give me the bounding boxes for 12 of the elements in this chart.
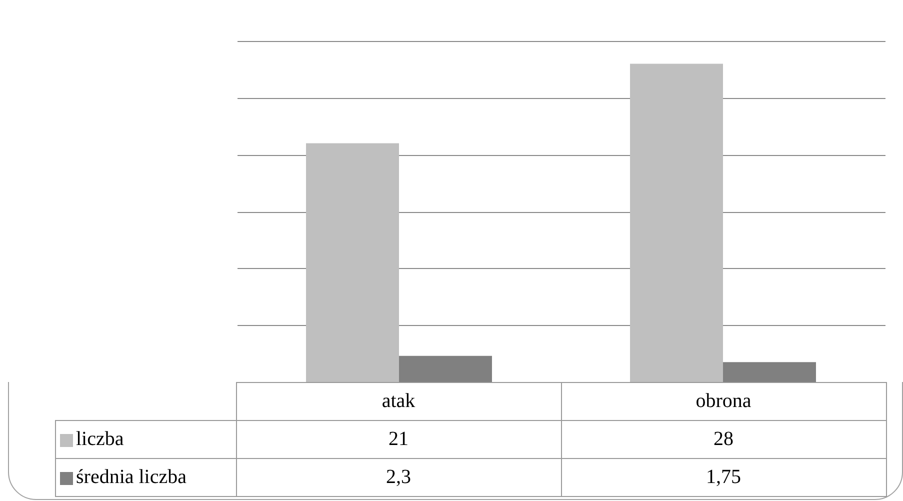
legend-label: liczba [56,420,236,458]
data-label: 21 [236,420,561,458]
bar [306,143,399,382]
x-tick-label: obrona [561,382,886,420]
data-label: 28 [561,420,886,458]
data-label: 1,75 [561,458,886,496]
bar [399,356,492,382]
data-label: 2,3 [236,458,561,496]
bar [630,64,723,382]
bar [723,362,816,382]
legend-label: średnia liczba [56,458,236,496]
x-tick-label: atak [236,382,561,420]
